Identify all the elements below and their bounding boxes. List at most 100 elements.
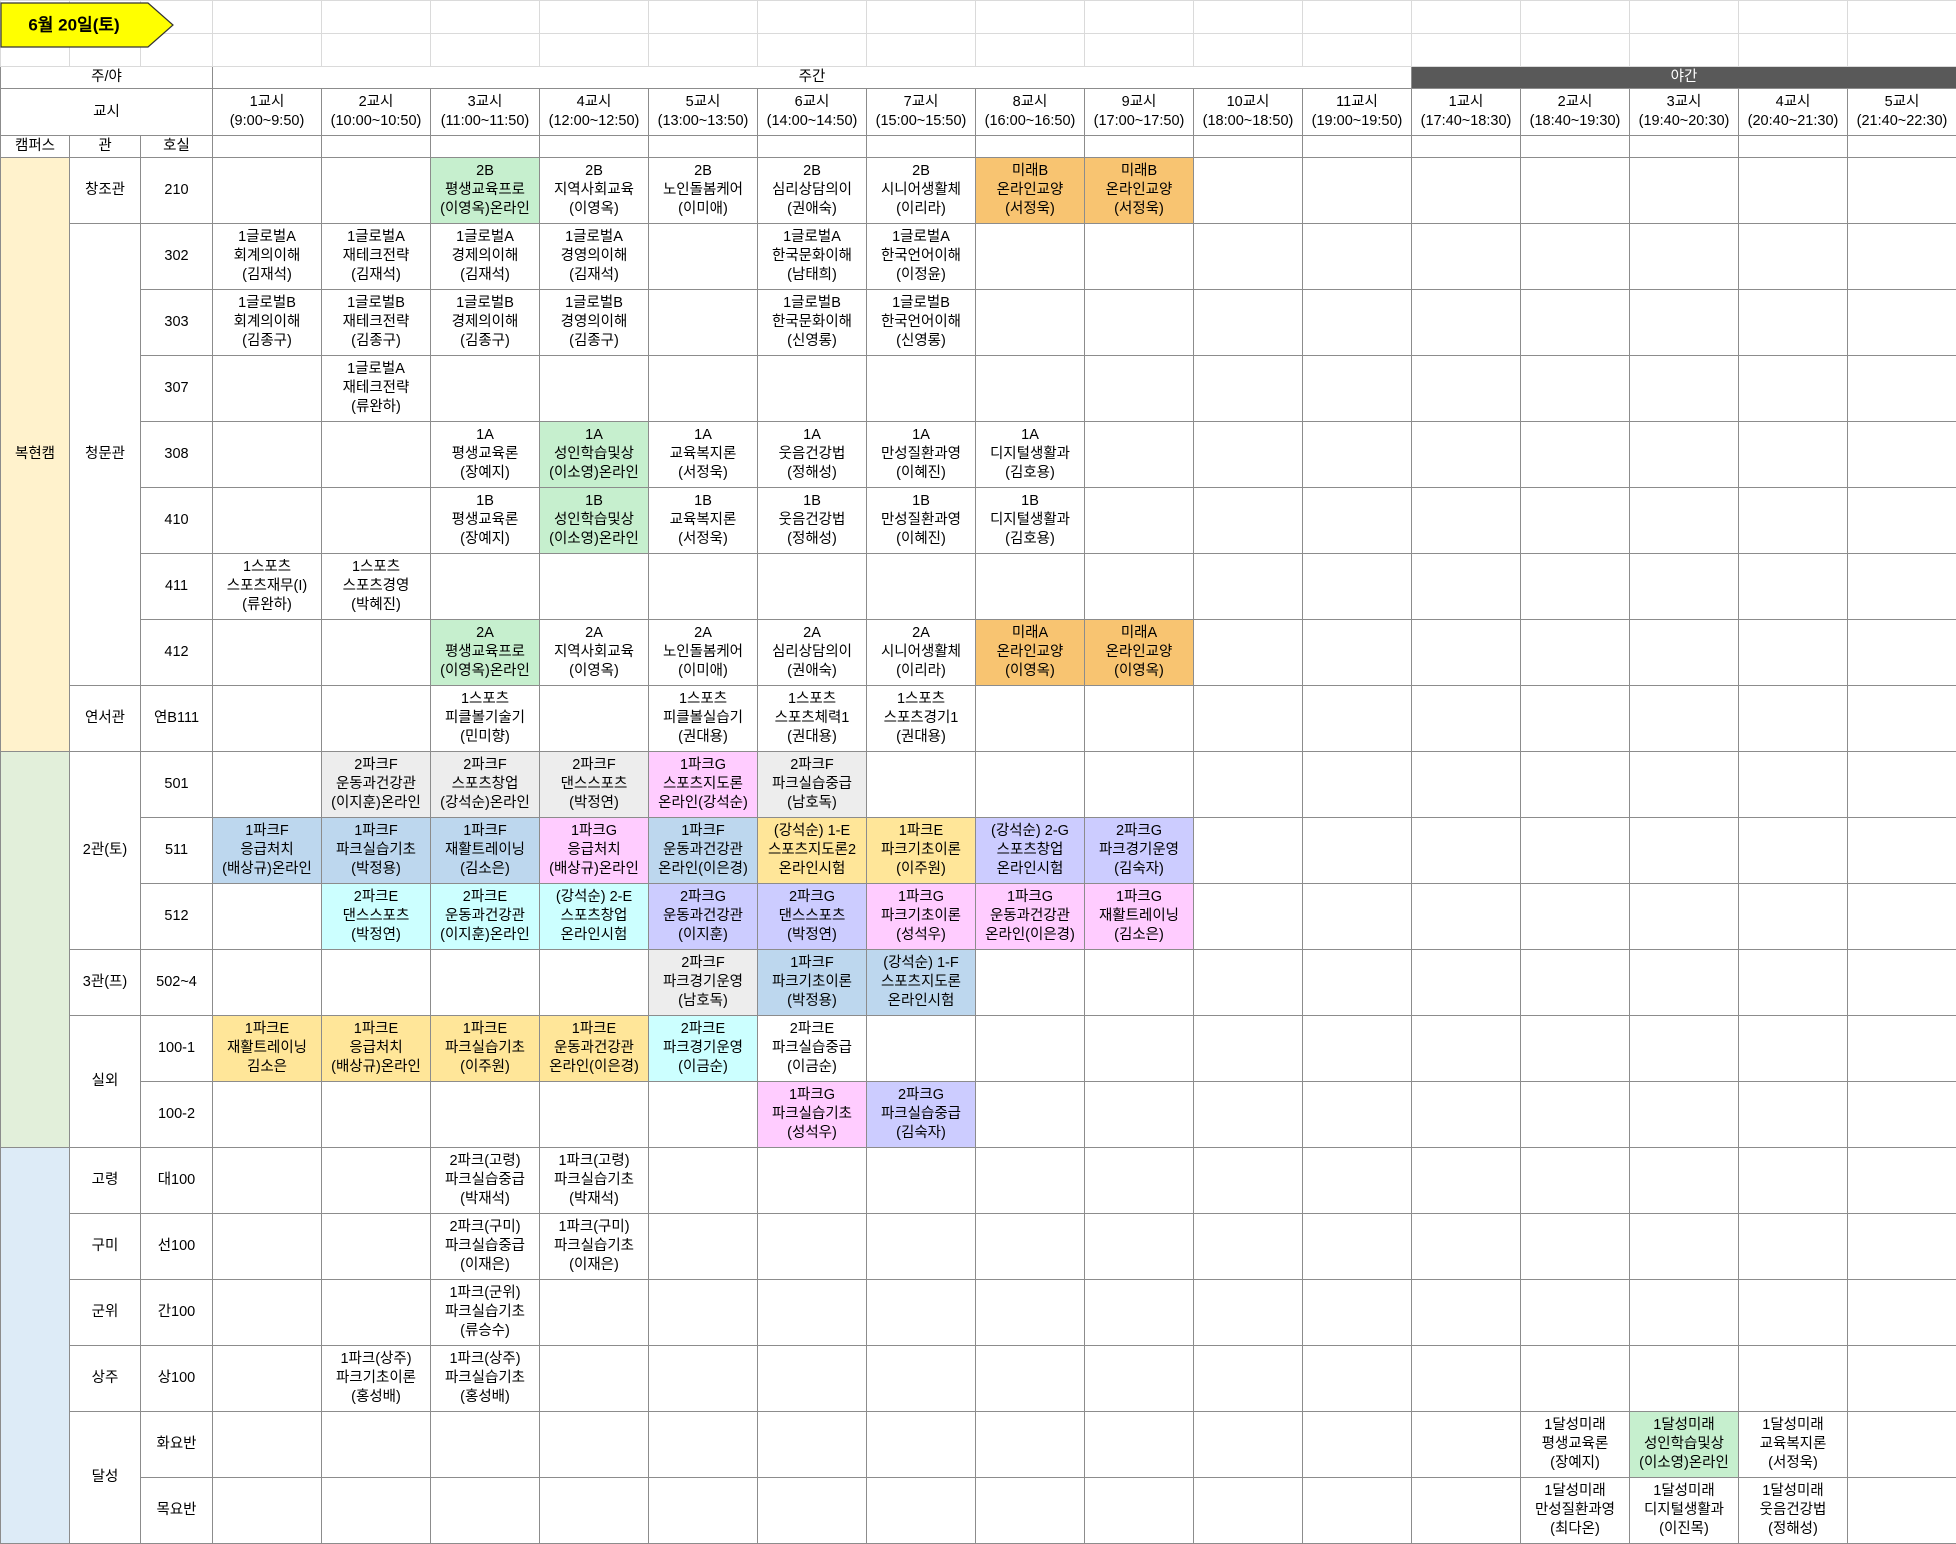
empty-cell (1302, 1345, 1412, 1412)
cell-text: (정해성) (1768, 1521, 1818, 1537)
cell-text: (이소영)온라인 (549, 465, 639, 481)
row: 308 1A 평생교육론 (장예지) 1A 성인학습및상 (이소영)온라인 1A 교육복지론 (서… (1, 421, 1956, 488)
cell-text: (김종구) (460, 333, 510, 349)
cell-text: (이진목) (1659, 1521, 1709, 1537)
empty-cell (212, 355, 322, 422)
empty-cell (212, 0, 322, 34)
empty-cell (1084, 751, 1194, 818)
cell-text: 1파크(구미) (558, 1219, 630, 1235)
cell-text: (권대용) (787, 729, 837, 745)
empty-cell (1629, 949, 1739, 1016)
cell-text: 성인학습및상 (553, 512, 635, 528)
header-cell: 캠퍼스 (0, 135, 70, 158)
cell-text: 교시 (93, 103, 120, 120)
empty-cell (1193, 553, 1303, 620)
empty-cell (1411, 135, 1521, 158)
empty-cell (212, 1279, 322, 1346)
cell-text: 1파크E (571, 1021, 617, 1037)
cell-text: (박정연) (351, 927, 401, 943)
empty-cell (1738, 0, 1848, 34)
cell-text: 6교시 (794, 94, 830, 110)
cell-text: 상100 (157, 1370, 196, 1386)
building-cell: 연서관 (69, 685, 141, 752)
empty-cell (1193, 883, 1303, 950)
empty-cell (321, 1213, 431, 1280)
period-header: 2교시 (18:40~19:30) (1520, 88, 1630, 136)
header-cell: 교시 (0, 88, 213, 136)
room-cell: 307 (140, 355, 213, 422)
cell-text: (16:00~16:50) (984, 113, 1076, 129)
empty-cell (1302, 355, 1412, 422)
row: 청문관 302 1글로벌A 회계의이해 (김재석) 1글로벌A 재테크전략 (김재석) 1글로벌… (1, 223, 1956, 686)
cell-text: (9:00~9:50) (229, 113, 305, 129)
cell-text: (신영롱) (787, 333, 837, 349)
cell-text: 1A (912, 427, 930, 443)
cell-text: 온라인(강석순) (658, 795, 748, 811)
cell-text: 경영의이해 (560, 314, 628, 330)
cell-text: 307 (164, 380, 189, 396)
empty-cell (1084, 135, 1194, 158)
empty-cell (975, 1411, 1085, 1478)
empty-cell (212, 1147, 322, 1214)
cell-text: 5교시 (1884, 94, 1920, 110)
empty-cell (1411, 817, 1521, 884)
class-cell: 2A 노인돌봄케어 (이미애) (648, 619, 758, 686)
cell-text: 경제의이해 (451, 248, 519, 264)
empty-cell (1629, 1081, 1739, 1148)
cell-text: 2파크(고령) (449, 1153, 521, 1169)
building-cell: 군위 (69, 1279, 141, 1346)
cell-text: (강석순)온라인 (440, 795, 530, 811)
empty-cell (1084, 223, 1194, 290)
cell-text: (권대용) (678, 729, 728, 745)
empty-cell (1411, 949, 1521, 1016)
empty-cell (975, 355, 1085, 422)
cell-text: 파크경기운영 (662, 974, 744, 990)
class-cell: 2파크F 스포츠창업 (강석순)온라인 (430, 751, 540, 818)
empty-cell (757, 1345, 867, 1412)
cell-text: 1파크(상주) (340, 1351, 412, 1367)
cell-text: 1파크F (463, 823, 507, 839)
empty-cell (648, 223, 758, 290)
cell-text: 응급처치 (240, 842, 294, 858)
cell-text: 주/야 (91, 69, 122, 85)
empty-cell (1411, 619, 1521, 686)
cell-text: 주간 (798, 69, 826, 85)
empty-cell (648, 0, 758, 34)
class-cell: 2파크(구미) 파크실습중급 (이재은) (430, 1213, 540, 1280)
class-cell: 1글로벌B 재테크전략 (김종구) (321, 289, 431, 356)
empty-cell (866, 1213, 976, 1280)
empty-cell (1520, 883, 1630, 950)
row: 교시 1교시 (9:00~9:50) 2교시 (10:00~10:50) 3교시 (11:0… (0, 88, 1956, 136)
empty-cell (1084, 1213, 1194, 1280)
cell-text: (김재석) (460, 267, 510, 283)
empty-cell (757, 1477, 867, 1544)
empty-cell (975, 1345, 1085, 1412)
cell-text: 1파크(상주) (449, 1351, 521, 1367)
cell-text: (13:00~13:50) (657, 113, 749, 129)
cell-text: 한국언어이해 (880, 314, 962, 330)
empty-cell (1738, 1279, 1848, 1346)
class-cell: 2A 시니어생활체 (이리라) (866, 619, 976, 686)
cell-text: 미래B (1011, 163, 1049, 179)
empty-cell (1629, 157, 1739, 224)
cell-text: 1글로벌A (456, 229, 514, 245)
empty-cell (1520, 751, 1630, 818)
empty-cell (1411, 1279, 1521, 1346)
room-cell: 411 (140, 553, 213, 620)
empty-cell (1738, 553, 1848, 620)
cell-text: 2파크F (790, 757, 834, 773)
cell-text: (김종구) (242, 333, 292, 349)
cell-text: 501 (164, 776, 189, 792)
cell-text: 스포츠창업 (560, 908, 628, 924)
cell-text: 1파크G (788, 1087, 836, 1103)
row: 307 1글로벌A 재테크전략 (류완하) (1, 355, 1956, 422)
building-cell: 실외 (69, 1015, 141, 1148)
empty-cell (1738, 751, 1848, 818)
empty-cell (430, 33, 540, 67)
class-cell: 1파크(상주) 파크실습기초 (홍성배) (430, 1345, 540, 1412)
cell-text: (서정욱) (1114, 201, 1164, 217)
cell-text: (권애숙) (787, 201, 837, 217)
empty-cell (430, 553, 540, 620)
cell-text: 1파크E (462, 1021, 508, 1037)
cell-text: (18:40~19:30) (1529, 113, 1621, 129)
